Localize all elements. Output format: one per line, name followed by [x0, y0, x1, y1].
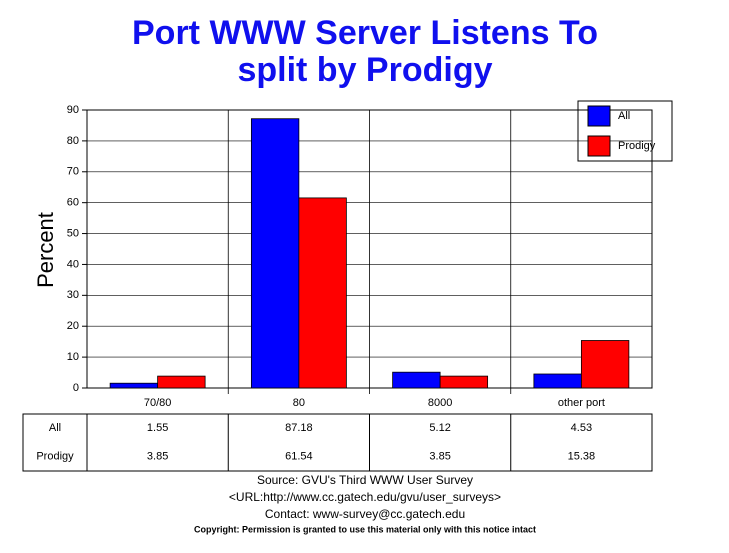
- table-cell: 61.54: [285, 450, 313, 462]
- data-table: [22, 413, 653, 472]
- y-axis-label: Percent: [33, 212, 58, 288]
- x-tick-label: other port: [558, 397, 605, 409]
- y-tick-label: 90: [67, 104, 79, 116]
- y-tick-label: 30: [67, 289, 79, 301]
- bar: [298, 197, 347, 389]
- y-tick-label: 50: [67, 227, 79, 239]
- x-tick-label: 8000: [428, 397, 452, 409]
- bar: [533, 373, 582, 389]
- legend-label: All: [618, 110, 630, 122]
- x-tick-label: 70/80: [144, 397, 172, 409]
- y-tick-label: 70: [67, 166, 79, 178]
- y-tick-label: 40: [67, 258, 79, 270]
- chart-subtitle: split by Prodigy: [237, 51, 492, 89]
- table-cell: 3.85: [429, 450, 450, 462]
- bar: [392, 371, 441, 389]
- table-cell: 4.53: [571, 422, 592, 434]
- footer: Contact: www-survey@cc.gatech.edu: [265, 507, 465, 521]
- table-row-label: All: [49, 422, 61, 434]
- legend-box: [577, 100, 673, 162]
- y-tick-label: 60: [67, 197, 79, 209]
- table-cell: 1.55: [147, 422, 168, 434]
- bar: [157, 375, 206, 389]
- y-tick-label: 10: [67, 351, 79, 363]
- footer: <URL:http://www.cc.gatech.edu/gvu/user_s…: [229, 490, 501, 504]
- copyright: Copyright: Permission is granted to use …: [194, 524, 536, 534]
- y-tick-label: 0: [73, 382, 79, 394]
- table-cell: 3.85: [147, 450, 168, 462]
- y-tick-label: 80: [67, 135, 79, 147]
- table-cell: 15.38: [568, 450, 596, 462]
- chart-title: Port WWW Server Listens To: [132, 14, 598, 52]
- footer: Source: GVU's Third WWW User Survey: [257, 473, 473, 487]
- y-tick-label: 20: [67, 320, 79, 332]
- bar: [109, 382, 159, 389]
- table-row-label: Prodigy: [36, 450, 74, 462]
- legend-swatch: [587, 135, 611, 157]
- bar: [580, 340, 630, 389]
- table-cell: 5.12: [429, 422, 450, 434]
- bar: [250, 118, 300, 389]
- table-cell: 87.18: [285, 422, 313, 434]
- bar: [439, 375, 489, 389]
- legend-label: Prodigy: [618, 140, 656, 152]
- legend-swatch: [587, 105, 611, 127]
- x-tick-label: 80: [293, 397, 305, 409]
